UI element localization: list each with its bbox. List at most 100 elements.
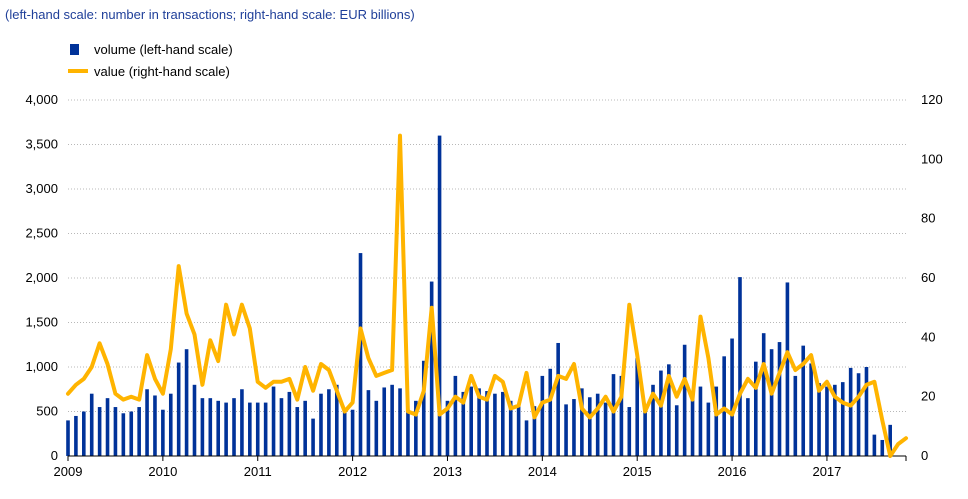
volume-bar	[255, 402, 260, 456]
volume-bar	[445, 400, 450, 456]
left-axis-tick-label: 1,500	[25, 315, 58, 330]
legend-label-value: value (right-hand scale)	[94, 63, 230, 79]
volume-bar	[129, 411, 134, 456]
volume-bar	[833, 384, 837, 456]
volume-bar	[761, 333, 766, 456]
volume-bar	[74, 415, 78, 456]
volume-bar	[730, 338, 734, 456]
volume-bar	[698, 386, 703, 456]
left-axis-tick-label: 2,500	[25, 226, 58, 241]
x-axis-tick-label: 2012	[338, 464, 367, 479]
legend-swatch-volume	[70, 43, 79, 55]
volume-bar	[690, 392, 695, 456]
volume-bar	[406, 409, 410, 456]
volume-bar	[327, 389, 331, 456]
volume-bar	[153, 395, 157, 456]
left-axis-tick-label: 2,000	[25, 270, 58, 285]
volume-bar	[848, 367, 853, 456]
volume-bar	[477, 388, 481, 456]
volume-bar	[66, 420, 70, 456]
volume-bar	[208, 398, 213, 456]
volume-bar	[540, 375, 545, 456]
volume-bar	[888, 424, 892, 456]
volume-bar	[350, 409, 355, 456]
volume-bar	[145, 389, 149, 456]
volume-bar	[97, 407, 102, 456]
volume-bar	[216, 400, 221, 456]
volume-bar	[414, 400, 418, 456]
volume-bar	[825, 386, 829, 456]
volume-bar	[564, 404, 568, 456]
volume-bar	[271, 386, 276, 456]
volume-bar	[192, 384, 197, 456]
volume-bar	[437, 135, 442, 456]
volume-bar	[501, 391, 505, 456]
volume-bar	[722, 356, 726, 456]
volume-bar	[659, 370, 663, 456]
volume-bar	[453, 375, 458, 456]
x-axis-tick-label: 2017	[812, 464, 841, 479]
right-axis-tick-label: 0	[921, 448, 928, 463]
volume-bar	[161, 409, 165, 456]
volume-bar	[461, 391, 466, 456]
volume-bar	[137, 407, 141, 456]
volume-bar	[872, 434, 877, 456]
volume-bar	[82, 411, 86, 456]
volume-bar	[105, 398, 110, 456]
volume-bar	[817, 383, 821, 456]
legend-item-volume: volume (left-hand scale)	[70, 38, 233, 60]
x-axis-tick-label: 2010	[148, 464, 177, 479]
left-axis-tick-label: 1,000	[25, 359, 58, 374]
chart-subtitle: (left-hand scale: number in transactions…	[5, 7, 415, 22]
volume-bar	[667, 364, 671, 456]
volume-bar	[421, 360, 426, 456]
volume-bar	[516, 404, 521, 456]
volume-bar	[880, 439, 885, 456]
chart-legend: volume (left-hand scale) value (right-ha…	[68, 38, 233, 82]
volume-bar	[390, 384, 394, 456]
right-axis-tick-label: 40	[921, 329, 935, 344]
volume-bar	[643, 411, 647, 456]
volume-bar	[469, 386, 473, 456]
volume-bar	[287, 391, 292, 456]
volume-bar	[240, 389, 244, 456]
volume-bar	[263, 402, 268, 456]
left-axis-tick-label: 3,500	[25, 137, 58, 152]
left-axis-tick-label: 0	[51, 448, 58, 463]
volume-bar	[200, 398, 205, 456]
volume-bar	[809, 363, 813, 456]
volume-bar	[627, 407, 632, 456]
volume-bar	[485, 391, 489, 456]
volume-bar	[524, 420, 529, 456]
volume-bar	[777, 342, 782, 456]
right-axis-tick-label: 60	[921, 270, 935, 285]
legend-label-volume: volume (left-hand scale)	[94, 41, 233, 57]
volume-bar	[184, 349, 189, 456]
volume-bar	[738, 277, 742, 456]
x-axis-tick-label: 2014	[528, 464, 557, 479]
volume-bar	[682, 344, 687, 456]
volume-bar	[864, 367, 869, 456]
volume-bar	[572, 399, 576, 456]
volume-bar	[382, 387, 387, 456]
volume-bar	[374, 400, 379, 456]
volume-bar	[785, 282, 790, 456]
volume-bar	[651, 384, 655, 456]
volume-bar	[358, 253, 363, 456]
volume-bar	[366, 390, 371, 456]
volume-bar	[635, 358, 640, 456]
volume-bar	[556, 342, 560, 456]
volume-bar	[303, 400, 307, 456]
volume-bar	[706, 402, 711, 456]
volume-bar	[856, 373, 861, 456]
legend-swatch-value	[68, 69, 88, 73]
volume-bar	[279, 398, 284, 456]
volume-bar	[248, 402, 252, 456]
volume-bar	[595, 393, 600, 456]
volume-bar	[176, 362, 181, 456]
x-axis-tick-label: 2011	[244, 464, 272, 479]
left-axis-tick-label: 500	[36, 404, 58, 419]
right-axis-tick-label: 120	[921, 92, 943, 107]
volume-bar	[121, 413, 126, 456]
